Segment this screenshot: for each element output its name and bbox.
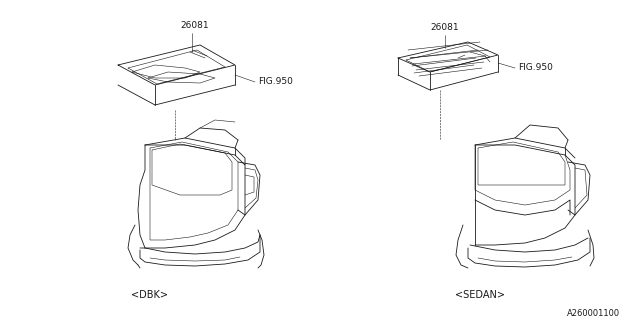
Text: <DBK>: <DBK>	[131, 290, 168, 300]
Text: 26081: 26081	[431, 23, 460, 33]
Text: FIG.950: FIG.950	[258, 77, 293, 86]
Text: 26081: 26081	[180, 21, 209, 30]
Text: FIG.950: FIG.950	[518, 63, 553, 73]
Text: <SEDAN>: <SEDAN>	[455, 290, 505, 300]
Text: A260001100: A260001100	[567, 308, 620, 317]
